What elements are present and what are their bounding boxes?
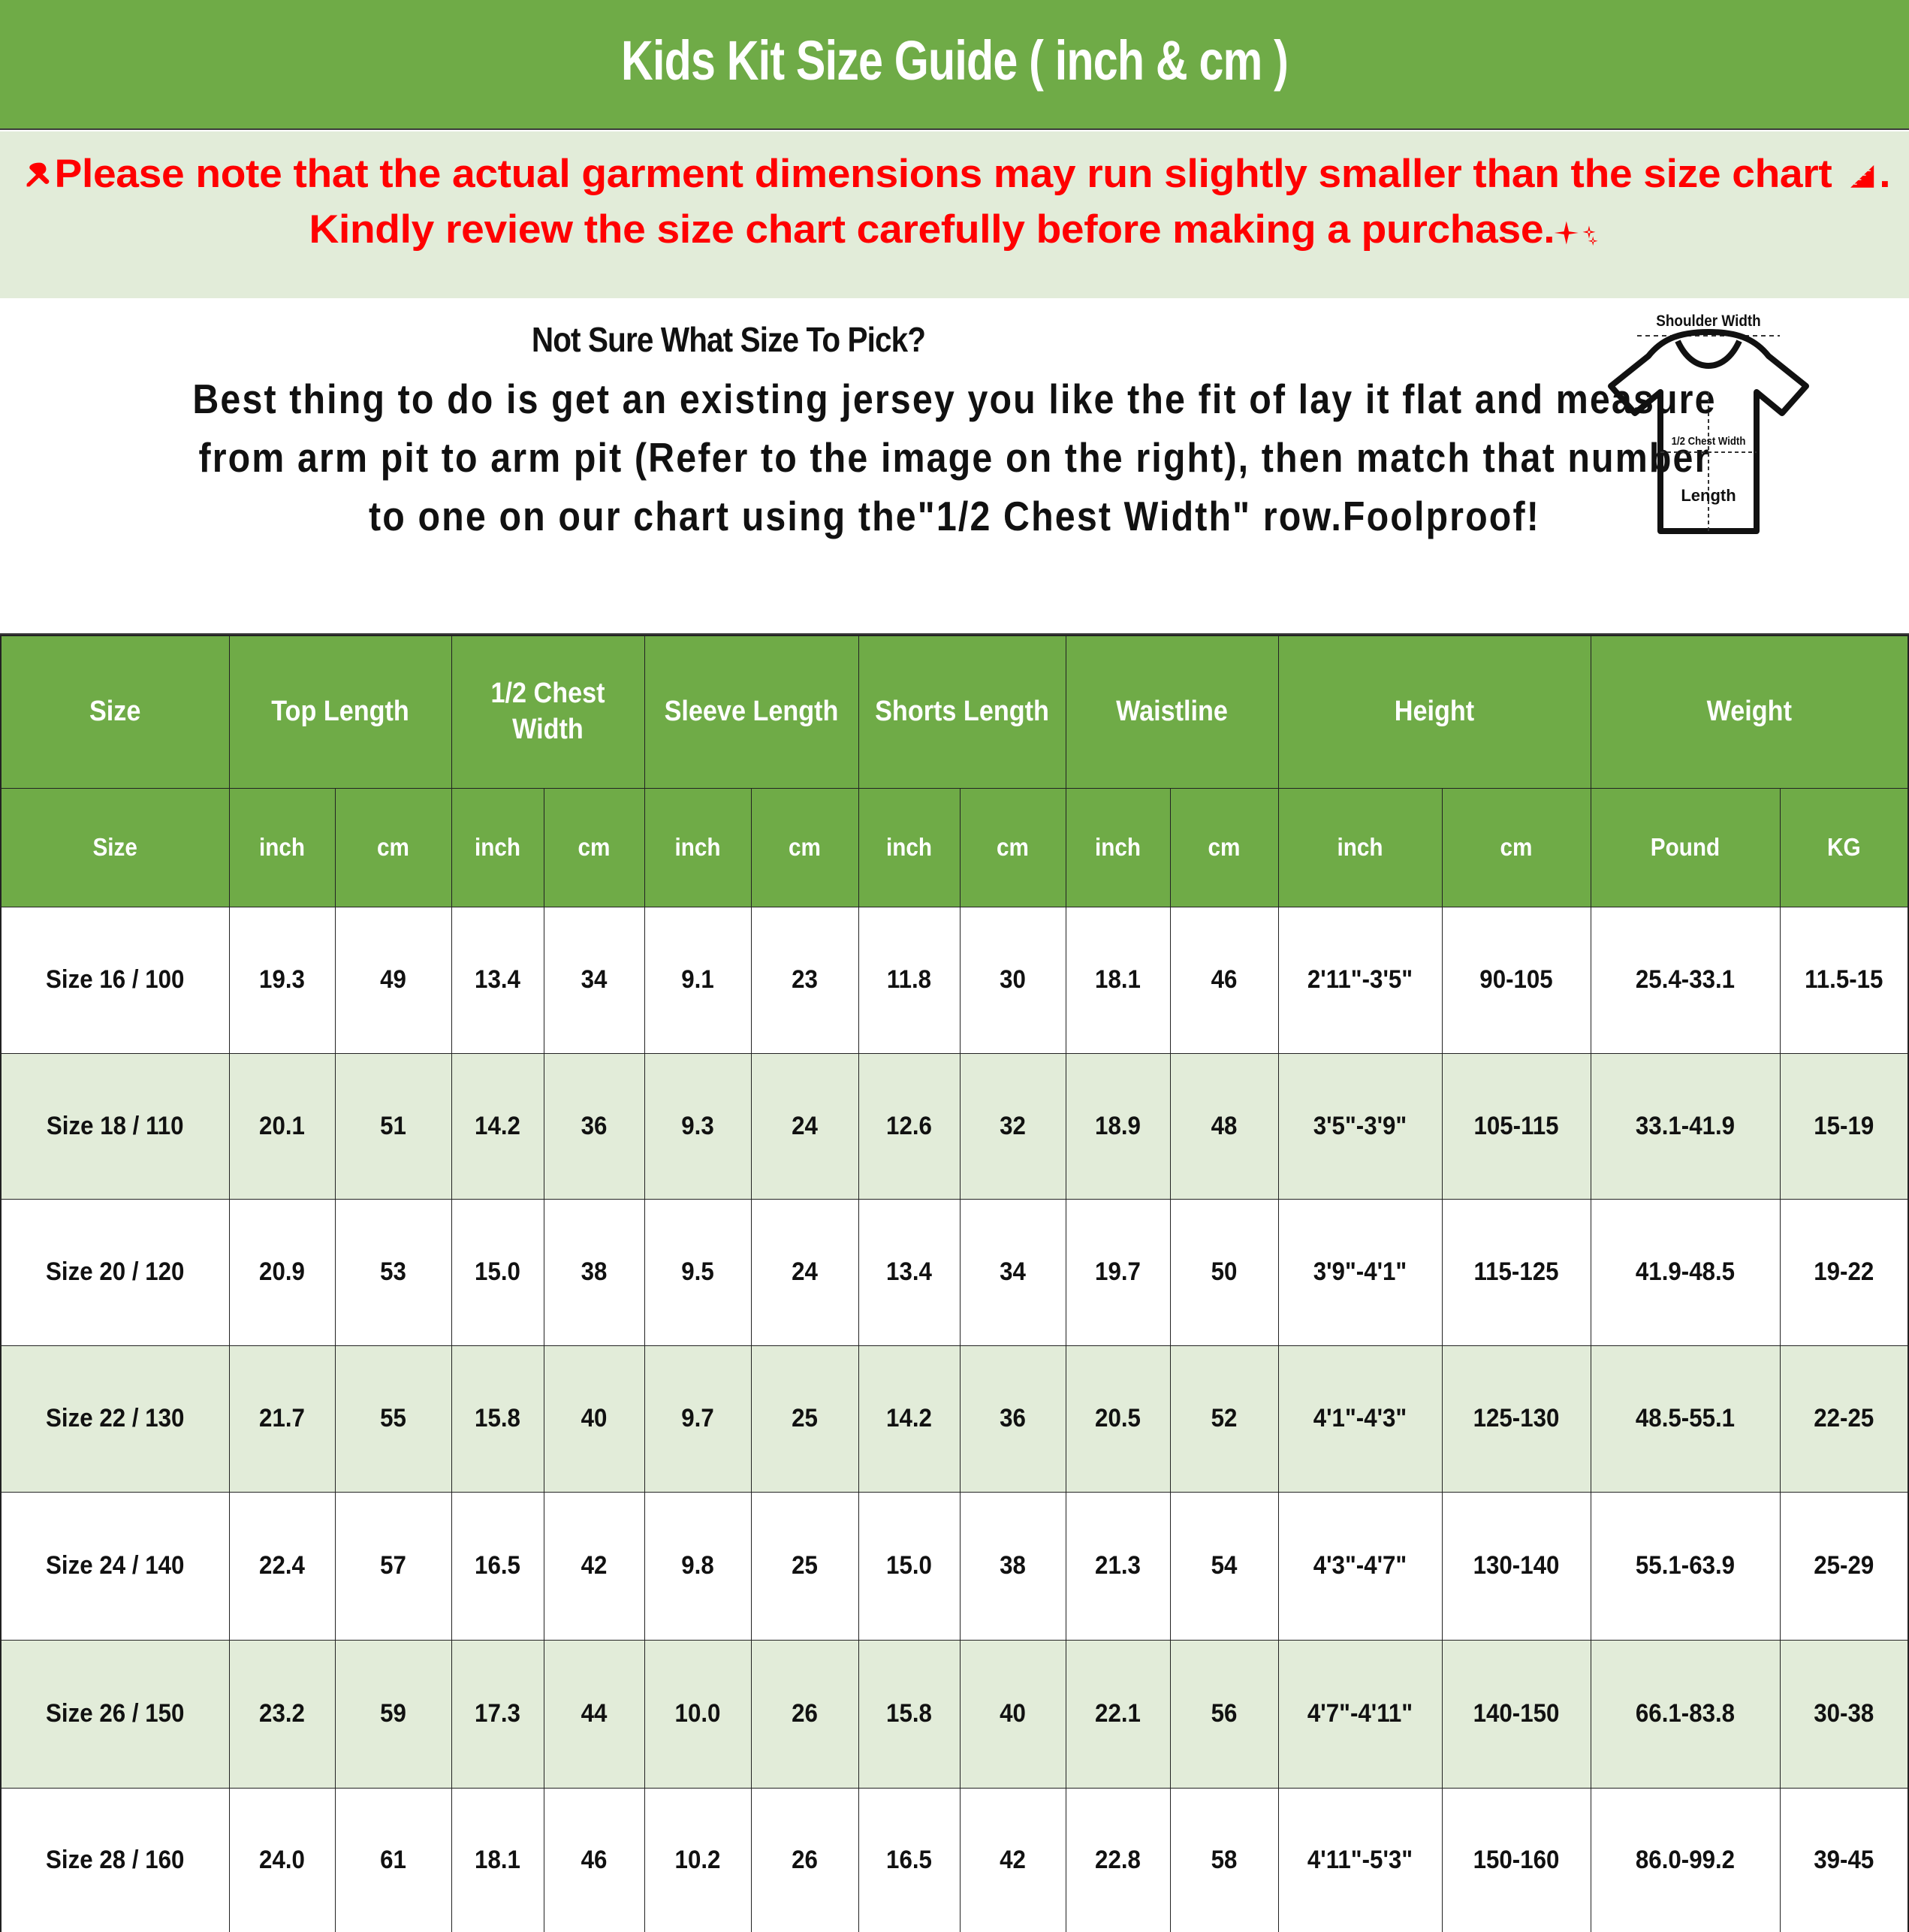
svg-text:Shoulder Width: Shoulder Width — [1656, 312, 1760, 330]
svg-text:Length: Length — [1681, 486, 1736, 505]
svg-text:1/2 Chest Width: 1/2 Chest Width — [1672, 434, 1746, 447]
